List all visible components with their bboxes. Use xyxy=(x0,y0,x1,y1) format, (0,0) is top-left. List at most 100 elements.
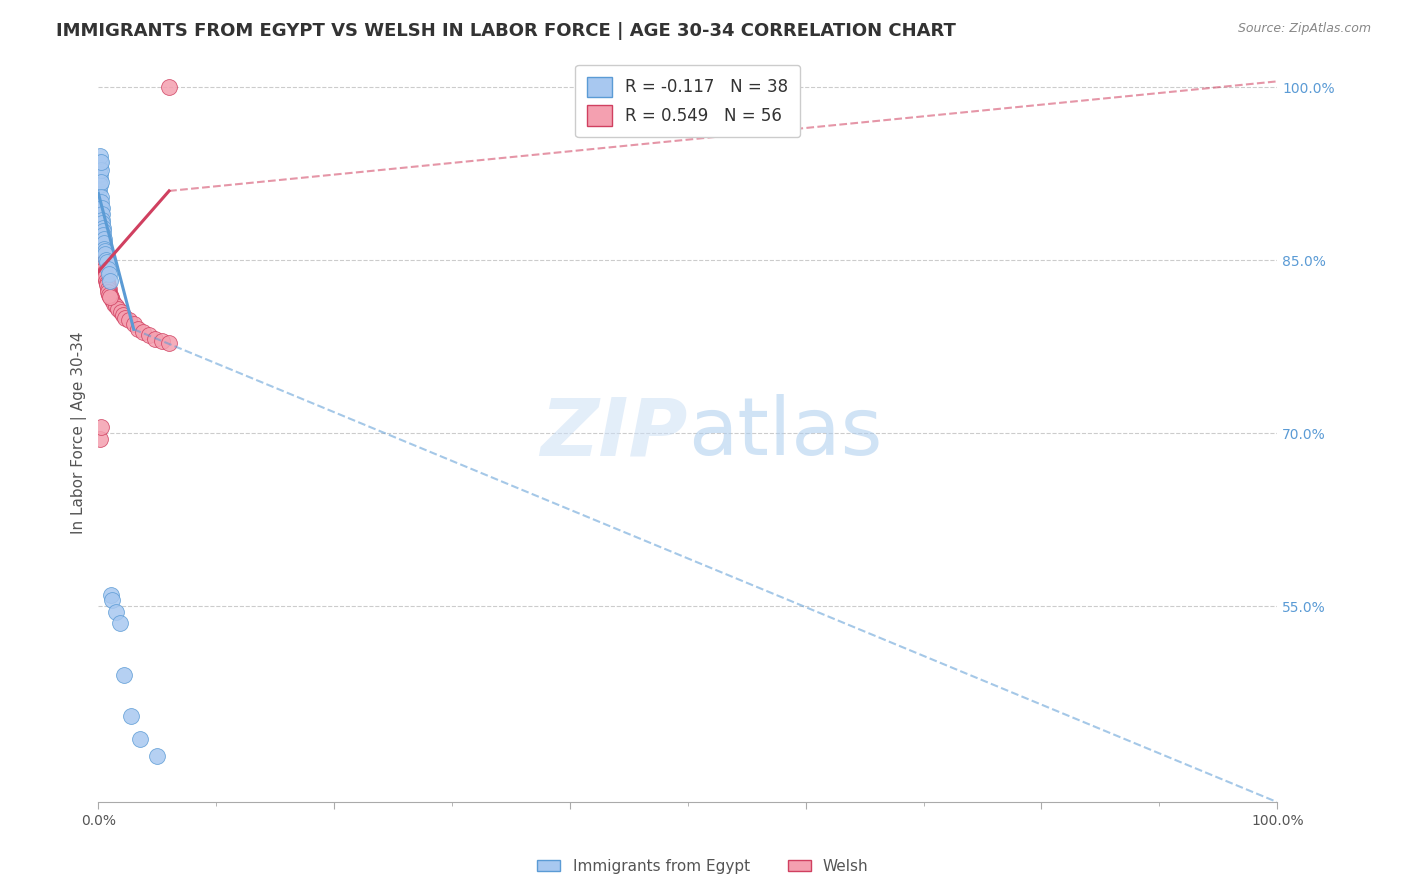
Point xyxy=(101,293,124,308)
Point xyxy=(98,287,121,301)
Point xyxy=(94,270,117,285)
Point xyxy=(89,220,111,235)
Point xyxy=(91,244,114,258)
Point xyxy=(96,278,118,293)
Point xyxy=(97,262,120,277)
Point xyxy=(157,80,180,95)
Legend: R = -0.117   N = 38, R = 0.549   N = 56: R = -0.117 N = 38, R = 0.549 N = 56 xyxy=(575,65,800,137)
Point xyxy=(89,201,111,215)
Point xyxy=(122,317,145,331)
Point xyxy=(94,274,117,288)
Point xyxy=(91,224,114,238)
Point xyxy=(114,310,136,325)
Point xyxy=(103,297,125,311)
Point xyxy=(89,155,111,169)
Point xyxy=(90,195,112,210)
Point xyxy=(100,290,122,304)
Point xyxy=(90,163,112,178)
Point xyxy=(90,224,112,238)
Point xyxy=(94,247,117,261)
Text: atlas: atlas xyxy=(688,394,882,472)
Point xyxy=(90,207,112,221)
Point xyxy=(89,212,111,227)
Point xyxy=(91,216,114,230)
Point xyxy=(90,155,112,169)
Point xyxy=(90,220,112,235)
Text: IMMIGRANTS FROM EGYPT VS WELSH IN LABOR FORCE | AGE 30-34 CORRELATION CHART: IMMIGRANTS FROM EGYPT VS WELSH IN LABOR … xyxy=(56,22,956,40)
Text: ZIP: ZIP xyxy=(540,394,688,472)
Point xyxy=(118,313,141,327)
Point xyxy=(97,278,120,293)
Point xyxy=(94,267,117,281)
Point xyxy=(90,227,112,242)
Point xyxy=(94,244,117,258)
Point xyxy=(128,731,150,746)
Point xyxy=(89,184,111,198)
Point xyxy=(150,334,173,348)
Point xyxy=(89,172,111,186)
Point xyxy=(97,282,120,296)
Point xyxy=(96,276,118,290)
Point xyxy=(98,274,121,288)
Point xyxy=(93,235,115,250)
Point xyxy=(93,262,115,277)
Point xyxy=(91,227,114,242)
Point xyxy=(89,167,111,181)
Point xyxy=(91,251,114,265)
Point xyxy=(107,301,129,316)
Point xyxy=(97,267,120,281)
Point xyxy=(90,230,112,244)
Point xyxy=(120,708,142,723)
Point xyxy=(157,336,180,351)
Point xyxy=(105,299,128,313)
Point xyxy=(127,322,149,336)
Point xyxy=(97,285,120,300)
Point xyxy=(97,282,120,296)
Point xyxy=(91,212,114,227)
Point xyxy=(90,201,112,215)
Point xyxy=(143,332,166,346)
Point xyxy=(93,232,115,246)
Point xyxy=(89,149,111,163)
Point xyxy=(90,204,112,219)
Point xyxy=(91,239,114,253)
Point xyxy=(146,749,169,764)
Point xyxy=(97,287,120,301)
Point xyxy=(91,247,114,261)
Legend: Immigrants from Egypt, Welsh: Immigrants from Egypt, Welsh xyxy=(531,853,875,880)
Point xyxy=(105,605,128,619)
Point xyxy=(90,189,112,203)
Point xyxy=(98,290,121,304)
Point xyxy=(112,309,135,323)
Text: Source: ZipAtlas.com: Source: ZipAtlas.com xyxy=(1237,22,1371,36)
Point xyxy=(108,616,131,631)
Point xyxy=(93,255,115,269)
Point xyxy=(91,220,114,235)
Point xyxy=(110,305,132,319)
Point xyxy=(132,325,155,339)
Y-axis label: In Labor Force | Age 30-34: In Labor Force | Age 30-34 xyxy=(72,332,87,534)
Point xyxy=(90,235,112,250)
Point xyxy=(89,178,111,193)
Point xyxy=(90,201,112,215)
Point xyxy=(93,259,115,273)
Point xyxy=(89,161,111,175)
Point xyxy=(91,235,114,250)
Point xyxy=(89,432,111,446)
Point xyxy=(93,242,115,256)
Point xyxy=(94,270,117,285)
Point xyxy=(89,216,111,230)
Point xyxy=(90,175,112,189)
Point xyxy=(100,588,122,602)
Point xyxy=(96,274,118,288)
Point xyxy=(101,593,124,607)
Point xyxy=(94,253,117,268)
Point xyxy=(96,255,118,269)
Point xyxy=(90,232,112,246)
Point xyxy=(89,207,111,221)
Point xyxy=(89,195,111,210)
Point xyxy=(112,668,135,682)
Point xyxy=(89,209,111,223)
Point xyxy=(138,328,160,343)
Point xyxy=(90,420,112,434)
